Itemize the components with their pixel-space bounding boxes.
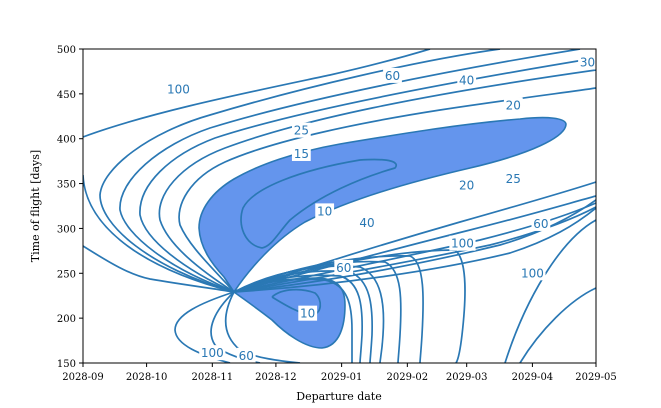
x-tick-label: 2029-01: [321, 372, 363, 383]
y-tick-label: 500: [57, 45, 76, 56]
contour-label: 60: [385, 69, 400, 83]
x-tick-label: 2029-03: [446, 372, 488, 383]
contour-label: 10: [317, 204, 332, 218]
contour-60-right: [233, 199, 596, 293]
y-tick-label: 250: [57, 269, 76, 280]
x-tick-label: 2028-10: [126, 372, 168, 383]
contour-label: 60: [533, 217, 548, 231]
x-tick-label: 2028-11: [192, 372, 234, 383]
contour-label: 10: [300, 307, 315, 321]
contour-label-bg: [291, 122, 311, 138]
y-axis-label: Time of flight [days]: [29, 150, 42, 262]
contour-label: 25: [294, 124, 309, 138]
contour-label: 100: [521, 266, 544, 280]
filled-region-upper: [198, 116, 567, 294]
plot-area: [83, 49, 596, 363]
contour-label-bg: [457, 177, 477, 193]
contour-100-left: [83, 245, 235, 293]
contour-40-right: [233, 206, 596, 293]
contour-label: 25: [506, 172, 521, 186]
contour-label: 60: [336, 261, 351, 275]
contour-20-lower: [233, 274, 364, 363]
contour-label: 100: [451, 237, 474, 251]
contour-label-bg: [357, 215, 377, 231]
x-tick-label: 2028-12: [255, 372, 297, 383]
contour-30-upper: [139, 57, 596, 293]
contour-label: 40: [359, 216, 374, 230]
x-tick-label: 2029-05: [575, 372, 617, 383]
contour-label-bg: [578, 54, 597, 70]
contour-100-right: [233, 207, 596, 293]
contour-label-bg: [236, 347, 256, 363]
contour-10-lower: [271, 288, 322, 316]
contour-label: 15: [294, 147, 309, 161]
y-axis: 150 200 250 300 350 400 450 500: [57, 45, 83, 370]
contour-labels: 100 60 40 30 25 20 15 10 20 25 40 100 60 60 10 100 100 60: [165, 54, 597, 363]
contour-label-bg: [503, 97, 523, 113]
x-tick-label: 2029-04: [512, 372, 554, 383]
y-tick-label: 400: [57, 135, 76, 146]
contour-100-upper: [83, 49, 431, 293]
contour-label-bg: [298, 305, 318, 321]
contour-10-upper: [240, 158, 398, 249]
contour-label-bg: [199, 345, 226, 361]
contour-label-bg: [449, 235, 476, 251]
contour-label: 60: [239, 349, 254, 363]
contour-label-bg: [334, 259, 354, 275]
contour-25-upper: [158, 69, 596, 293]
x-axis: 2028-09 2028-10 2028-11 2028-12 2029-01 2029-…: [62, 363, 617, 383]
y-tick-label: 200: [57, 314, 76, 325]
y-tick-label: 450: [57, 90, 76, 101]
contour-label-bg: [291, 145, 311, 161]
contour-label-bg: [519, 265, 546, 281]
contour-label-bg: [383, 67, 402, 83]
contour-label: 40: [459, 73, 474, 87]
contour-label-bg: [315, 203, 335, 219]
contour-40-upper: [119, 49, 581, 293]
contour-100-lower: [233, 249, 466, 363]
contour-label-bg: [531, 215, 551, 231]
contour-label: 30: [580, 55, 595, 69]
contour-60-lowerright: [504, 219, 596, 363]
y-tick-label: 350: [57, 180, 76, 191]
contour-label-bg: [503, 171, 523, 187]
y-tick-label: 150: [57, 359, 76, 370]
contour-label: 100: [201, 346, 224, 360]
x-axis-label: Departure date: [296, 390, 382, 403]
contour-15-lower: [233, 278, 353, 363]
contour-label: 20: [459, 178, 474, 192]
contour-100-lowerright: [519, 287, 596, 363]
x-tick-label: 2028-09: [62, 372, 104, 383]
contour-label-bg: [457, 72, 477, 88]
contour-label: 20: [506, 99, 521, 113]
contour-60-lower: [233, 255, 424, 363]
contour-label-bg: [165, 81, 192, 97]
plot-frame: [82, 48, 597, 364]
contour-label: 100: [167, 82, 190, 96]
x-tick-label: 2029-02: [387, 372, 429, 383]
y-tick-label: 300: [57, 224, 76, 235]
